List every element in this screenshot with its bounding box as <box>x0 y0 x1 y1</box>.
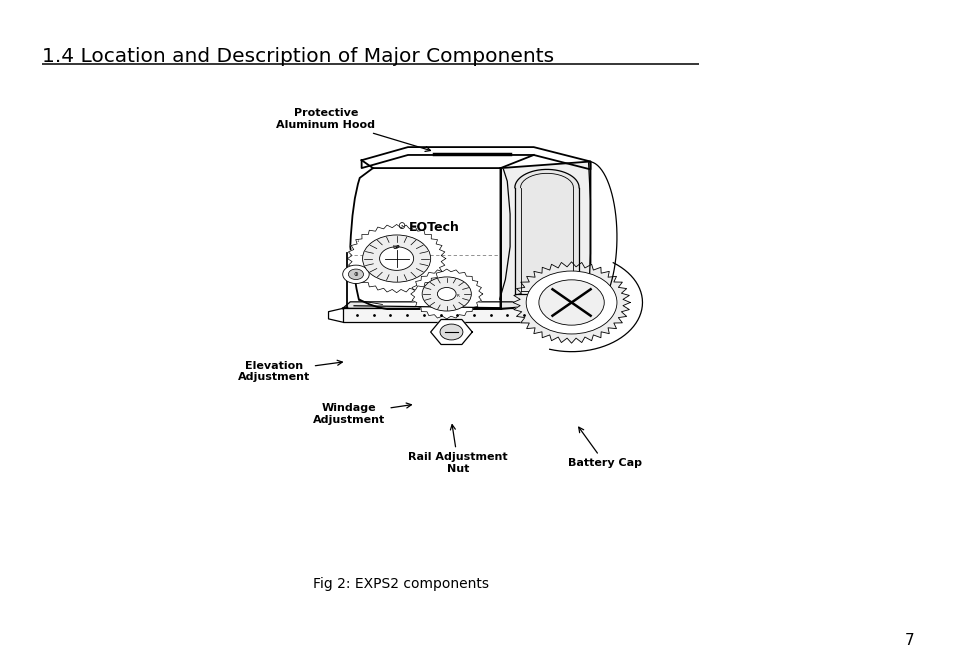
Text: 1.4 Location and Description of Major Components: 1.4 Location and Description of Major Co… <box>42 46 554 66</box>
Text: 1: 1 <box>355 238 358 242</box>
Text: 7: 7 <box>903 633 913 648</box>
Text: Fig 2: EXPS2 components: Fig 2: EXPS2 components <box>313 578 489 592</box>
Text: Battery Cap: Battery Cap <box>567 427 641 468</box>
Circle shape <box>436 288 456 300</box>
Circle shape <box>422 277 471 311</box>
Circle shape <box>526 271 617 334</box>
Circle shape <box>342 265 369 284</box>
Polygon shape <box>500 161 590 309</box>
Text: R: R <box>456 293 458 297</box>
Polygon shape <box>430 319 472 345</box>
Polygon shape <box>513 262 630 343</box>
Text: Protective
Aluminum Hood: Protective Aluminum Hood <box>276 108 430 151</box>
Polygon shape <box>352 168 500 309</box>
Polygon shape <box>342 308 588 322</box>
Circle shape <box>362 235 430 282</box>
Text: Windage
Adjustment: Windage Adjustment <box>313 403 411 425</box>
Polygon shape <box>515 169 578 294</box>
Circle shape <box>538 280 603 325</box>
Circle shape <box>348 269 363 280</box>
Polygon shape <box>342 302 596 308</box>
Text: UP: UP <box>393 244 400 250</box>
PathPatch shape <box>350 168 500 309</box>
Polygon shape <box>411 269 482 319</box>
Text: Elevation
Adjustment: Elevation Adjustment <box>237 361 342 382</box>
Circle shape <box>439 324 462 340</box>
Text: EOTech: EOTech <box>409 220 459 234</box>
Text: ⊙: ⊙ <box>396 221 405 231</box>
Circle shape <box>379 247 414 270</box>
Polygon shape <box>361 147 590 169</box>
Text: ⊕: ⊕ <box>354 272 358 277</box>
Text: Rail Adjustment
Nut: Rail Adjustment Nut <box>408 425 507 474</box>
Polygon shape <box>347 224 445 293</box>
